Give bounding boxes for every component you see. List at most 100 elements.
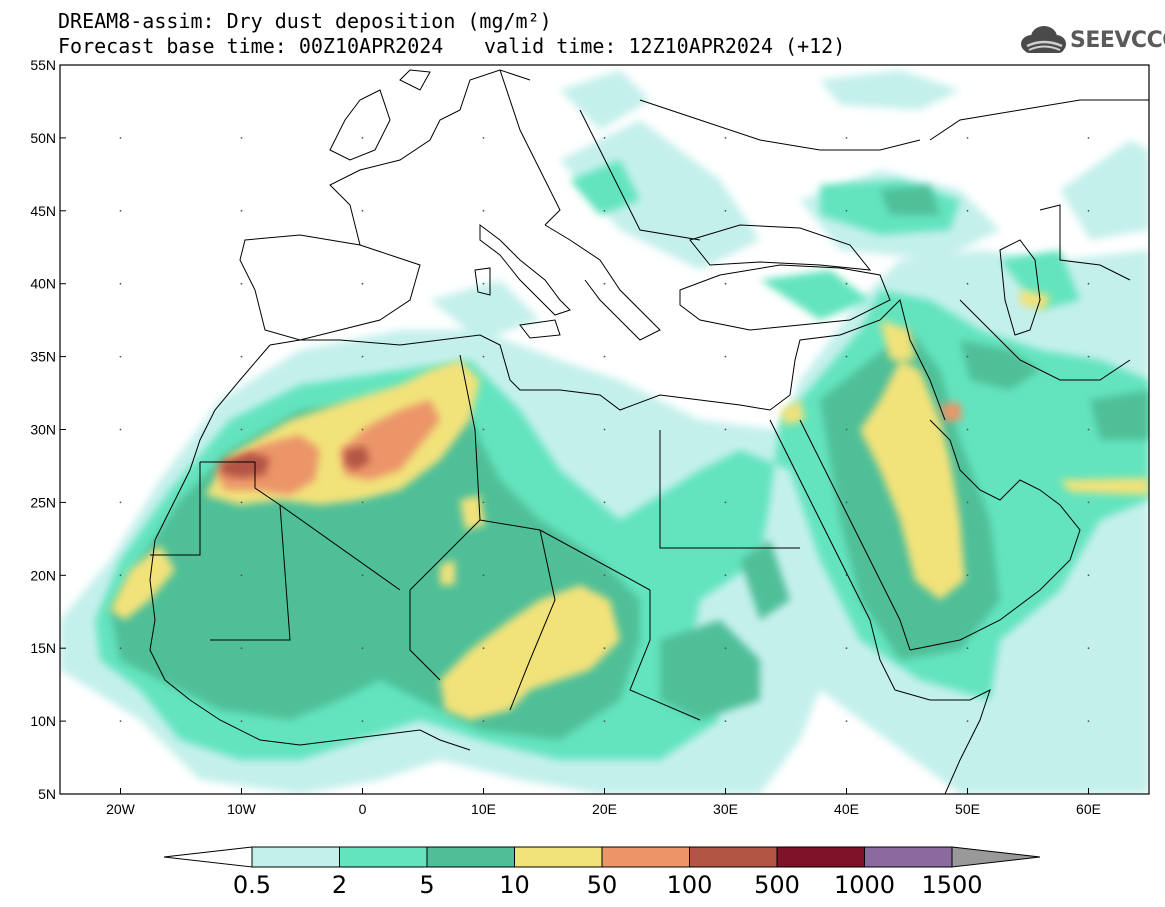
lon-label: 60E (1076, 801, 1101, 817)
seevccc-logo: SEEVCCC (1018, 24, 1165, 58)
graticule-dot (119, 282, 122, 285)
lon-label: 50E (955, 801, 980, 817)
colorbar-box (689, 846, 778, 868)
graticule-dot (119, 355, 122, 358)
colorbar-label: 10 (499, 871, 530, 899)
graticule-dot (845, 574, 848, 577)
graticule-dot (1087, 355, 1090, 358)
graticule-dot (966, 574, 969, 577)
colorbar-labels: 0.5 2 5 10 50 100 500 1000 1500 (233, 871, 983, 899)
lat-label: 55N (30, 57, 56, 73)
graticule-dot (240, 501, 243, 504)
graticule-dot (361, 647, 364, 650)
graticule-dot (845, 501, 848, 504)
graticule-dot (1087, 137, 1090, 139)
dust-level-100 (220, 446, 370, 478)
graticule-dot (361, 501, 364, 504)
colorbar-label: 100 (667, 871, 713, 899)
graticule-dot (603, 574, 606, 577)
graticule-dot (361, 137, 364, 139)
graticule-dot (482, 574, 485, 577)
lon-label: 20E (592, 801, 617, 817)
graticule-dot (482, 647, 485, 650)
graticule-dot (240, 574, 243, 577)
colorbar-box (339, 846, 428, 868)
lat-label: 40N (30, 276, 56, 292)
colorbar-label: 0.5 (233, 871, 271, 899)
colorbar-box (601, 846, 690, 868)
graticule-dot (845, 209, 848, 212)
graticule-dot (240, 282, 243, 285)
graticule-dot (361, 574, 364, 577)
graticule-dot (845, 428, 848, 431)
graticule-dot (1087, 428, 1090, 431)
colorbar-box (864, 846, 953, 868)
lon-label: 0 (359, 801, 367, 817)
graticule-dot (603, 282, 606, 285)
graticule-dot (119, 137, 122, 139)
graticule-dot (482, 355, 485, 358)
graticule-dot (603, 720, 606, 722)
graticule-dot (724, 355, 727, 358)
lon-label: 20W (106, 801, 136, 817)
lat-label: 10N (30, 713, 56, 729)
lat-label: 5N (38, 786, 56, 802)
graticule-dot (240, 209, 243, 212)
graticule-dot (1087, 647, 1090, 650)
graticule-dot (119, 501, 122, 504)
graticule-dot (482, 428, 485, 431)
graticule-dots (119, 137, 1090, 722)
graticule-dot (482, 282, 485, 285)
lat-label: 50N (30, 130, 56, 146)
latitude-ticks: 5N 10N 15N 20N 25N 30N 35N 40N 45N 50N 55N (30, 57, 66, 802)
graticule-dot (724, 501, 727, 504)
graticule-dot (1087, 574, 1090, 577)
graticule-dot (119, 574, 122, 577)
graticule-dot (1087, 501, 1090, 504)
colorbar-box (251, 846, 340, 868)
colorbar-label: 2 (332, 871, 347, 899)
graticule-dot (845, 137, 848, 139)
graticule-dot (966, 647, 969, 650)
graticule-dot (845, 647, 848, 650)
colorbar-extend-high (951, 846, 1041, 868)
graticule-dot (482, 720, 485, 722)
graticule-dot (724, 282, 727, 285)
graticule-dot (240, 355, 243, 358)
colorbar-box (514, 846, 603, 868)
graticule-dot (119, 428, 122, 431)
colorbar-label: 1500 (921, 871, 982, 899)
graticule-dot (724, 428, 727, 431)
graticule-dot (603, 209, 606, 212)
colorbar-boxes (163, 846, 1041, 868)
forecast-base-time: Forecast base time: 00Z10APR2024 (58, 34, 444, 58)
graticule-dot (724, 647, 727, 650)
graticule-dot (240, 720, 243, 722)
graticule-dot (724, 137, 727, 139)
lat-label: 35N (30, 349, 56, 365)
graticule-dot (482, 137, 485, 139)
graticule-dot (966, 282, 969, 285)
colorbar-label: 50 (587, 871, 618, 899)
graticule-dot (845, 720, 848, 722)
colorbar-box (426, 846, 515, 868)
graticule-dot (724, 720, 727, 722)
graticule-dot (119, 647, 122, 650)
lat-label: 15N (30, 640, 56, 656)
graticule-dot (119, 720, 122, 722)
lat-label: 20N (30, 567, 56, 583)
graticule-dot (1087, 209, 1090, 212)
graticule-dot (603, 137, 606, 139)
map-title: DREAM8-assim: Dry dust deposition (mg/m²… (58, 9, 552, 33)
graticule-dot (603, 501, 606, 504)
colorbar-box (776, 846, 865, 868)
colorbar-extend-low (163, 846, 253, 868)
lon-label: 10W (227, 801, 257, 817)
graticule-dot (724, 209, 727, 212)
colorbar-label: 5 (419, 871, 434, 899)
graticule-dot (361, 428, 364, 431)
cloud-logo-icon (1021, 26, 1066, 53)
graticule-dot (966, 355, 969, 358)
graticule-dot (966, 137, 969, 139)
